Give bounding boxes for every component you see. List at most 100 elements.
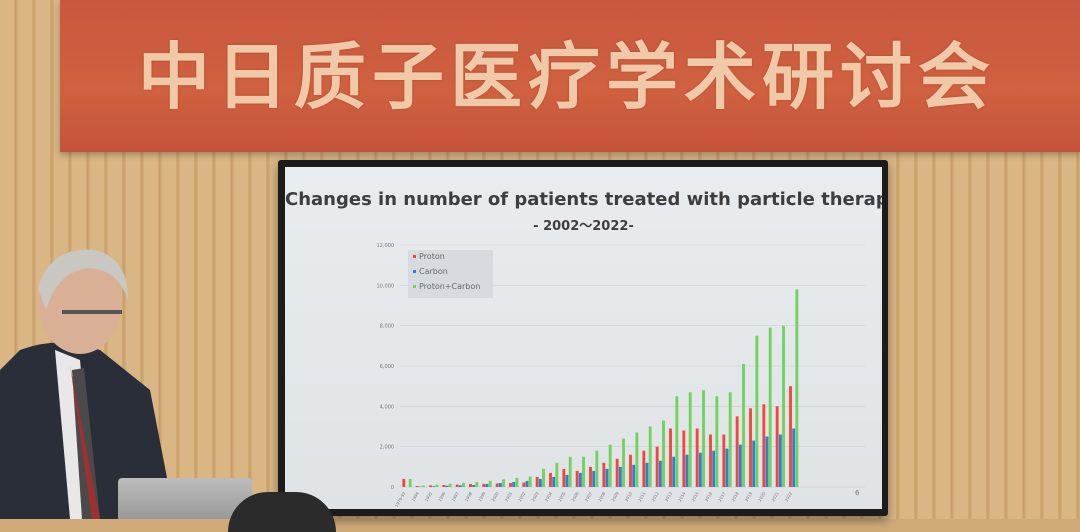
x-tick-label: 2018 [730,491,740,503]
bar-proton [509,483,512,487]
bar-proton [642,451,645,487]
x-tick-label: 2014 [677,491,687,503]
y-tick-label: 0 [391,485,394,491]
bar-proton [656,447,659,487]
x-tick-label: 1995 [424,491,434,503]
bar-proton-carbon [515,478,518,487]
x-tick-label: 2010 [624,491,634,503]
bar-proton-carbon [729,392,732,487]
x-tick-label: 2021 [770,491,780,503]
bar-proton-carbon [502,479,505,487]
bar-carbon [592,471,595,487]
bar-proton-carbon [795,289,798,487]
x-tick-label: 2008 [597,491,607,503]
bar-proton [776,406,779,487]
bar-proton [429,485,432,487]
x-tick-label: 1999 [477,491,487,503]
bar-proton-carbon [569,457,572,487]
x-tick-label: 2006 [570,491,580,503]
bar-proton [669,429,672,487]
bar-proton-carbon [649,427,652,488]
bar-proton [442,485,445,487]
bar-proton-carbon [702,390,705,487]
x-tick-label: 2007 [584,491,594,503]
x-tick-label: 2020 [757,491,767,503]
bar-proton-carbon [595,451,598,487]
x-tick-label: 1998 [464,491,474,503]
bar-proton [789,386,792,487]
bar-proton-carbon [489,481,492,487]
y-tick-label: 8,000 [380,324,394,330]
bar-proton [616,459,619,487]
bar-carbon [472,485,475,487]
bar-proton-carbon [782,326,785,487]
bar-proton [402,479,405,487]
bar-carbon [566,475,569,487]
bar-carbon [672,457,675,487]
bar-proton-carbon [555,463,558,487]
bar-proton-carbon [435,485,438,487]
bar-carbon [632,465,635,487]
bar-proton [496,483,499,487]
conference-banner: 中日质子医疗学术研讨会 [60,0,1080,152]
bar-proton [749,408,752,487]
bar-proton-carbon [742,364,745,487]
bar-proton-carbon [635,433,638,487]
bar-proton-carbon [662,420,665,487]
x-tick-label: 2003 [530,491,540,503]
slide-page-number: 6 [855,489,859,497]
x-tick-label: 2015 [690,491,700,503]
bar-carbon [539,479,542,487]
bar-carbon [646,463,649,487]
bar-proton-carbon [409,479,412,487]
y-tick-label: 4,000 [380,404,394,410]
bar-carbon [779,435,782,487]
bar-carbon [619,467,622,487]
bar-proton [522,483,525,487]
bar-proton [562,469,565,487]
bar-carbon [712,451,715,487]
banner-text: 中日质子医疗学术研讨会 [138,18,1080,123]
patients-bar-chart: 02,0004,0006,0008,00010,00012,0001979-93… [285,167,882,509]
bar-carbon [659,461,662,487]
x-tick-label: 1997 [450,491,460,503]
x-tick-label: 2017 [717,491,727,503]
bar-carbon [766,437,769,487]
legend-entry: Carbon [419,267,448,276]
bar-proton-carbon [755,336,758,487]
x-tick-label: 1979-93 [394,491,407,508]
bar-carbon [686,455,689,487]
y-tick-label: 12,000 [377,243,395,249]
x-tick-label: 2004 [544,491,554,503]
bar-proton-carbon [675,396,678,487]
bar-carbon [792,429,795,487]
bar-proton-carbon [582,457,585,487]
bar-proton-carbon [475,482,478,487]
bar-carbon [459,485,462,487]
x-tick-label: 2012 [650,491,660,503]
legend-entry: Proton+Carbon [419,282,480,291]
bar-proton [576,471,579,487]
x-tick-label: 2016 [704,491,714,503]
bar-carbon [739,445,742,487]
bar-carbon [499,483,502,487]
bar-proton-carbon [449,484,452,487]
bar-carbon [486,484,489,487]
bar-carbon [579,473,582,487]
x-tick-label: 1994 [410,491,420,503]
bar-carbon [446,486,449,487]
bar-proton-carbon [622,439,625,487]
bar-proton-carbon [462,483,465,487]
x-tick-label: 2001 [504,491,514,503]
legend-swatch [413,270,416,273]
bar-proton [682,431,685,487]
bar-proton-carbon [542,469,545,487]
bar-proton [549,473,552,487]
bar-carbon [699,453,702,487]
x-tick-label: 2005 [557,491,567,503]
bar-proton-carbon [609,445,612,487]
x-tick-label: 2000 [490,491,500,503]
bar-carbon [526,481,529,487]
bar-proton [629,455,632,487]
bar-proton [469,484,472,487]
